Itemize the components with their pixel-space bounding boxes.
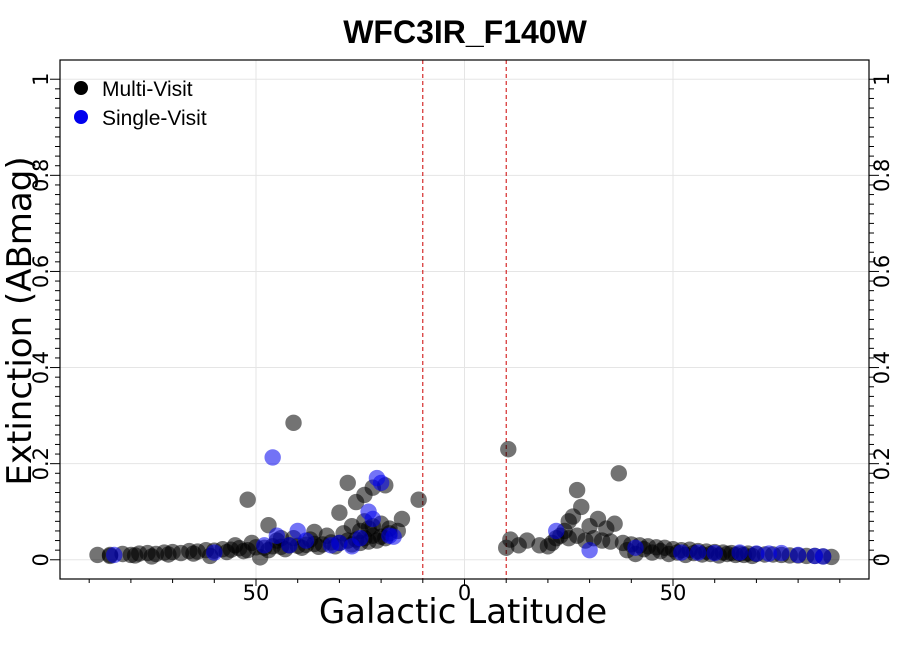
point-single-visit <box>268 527 286 544</box>
y-axis-label: Extinction (ABmag) <box>0 156 40 485</box>
point-multi-visit <box>331 504 348 521</box>
point-single-visit <box>814 548 832 565</box>
point-single-visit <box>760 545 778 562</box>
y-tick-label-right: 1 <box>870 73 894 86</box>
point-single-visit <box>352 529 369 547</box>
legend-label-multi-visit: Multi-Visit <box>102 78 193 101</box>
y-tick-label-left: 0.4 <box>29 351 53 384</box>
point-single-visit <box>297 532 315 549</box>
point-single-visit <box>331 534 348 552</box>
x-tick-label: 50 <box>243 581 270 605</box>
point-single-visit <box>627 539 644 556</box>
point-multi-visit <box>160 546 177 563</box>
point-multi-visit <box>719 545 736 563</box>
point-multi-visit <box>602 533 619 550</box>
point-multi-visit <box>518 532 536 549</box>
point-multi-visit <box>610 465 627 482</box>
y-tick-label-left: 0.2 <box>29 447 53 480</box>
point-multi-visit <box>89 546 106 564</box>
point-single-visit <box>385 528 402 545</box>
point-multi-visit <box>143 548 160 565</box>
point-single-visit <box>106 546 123 564</box>
point-single-visit <box>206 544 223 561</box>
point-single-visit <box>372 474 390 492</box>
point-multi-visit <box>185 545 202 562</box>
point-single-visit <box>689 544 707 561</box>
point-single-visit <box>773 544 790 562</box>
point-multi-visit <box>500 441 517 458</box>
chart-title: WFC3IR_F140W <box>343 14 587 50</box>
point-single-visit <box>789 546 807 564</box>
point-multi-visit <box>243 534 261 552</box>
point-single-visit <box>264 449 281 466</box>
point-single-visit <box>706 544 723 562</box>
point-multi-visit <box>239 491 256 508</box>
y-tick-label-right: 0.4 <box>870 351 894 384</box>
point-multi-visit <box>393 510 411 528</box>
y-tick-label-right: 0.8 <box>870 159 894 192</box>
point-multi-visit <box>606 515 623 532</box>
y-tick-label-right: 0.2 <box>870 447 894 480</box>
point-multi-visit <box>652 542 669 560</box>
point-multi-visit <box>568 481 586 499</box>
reference-lines <box>422 60 507 579</box>
x-axis-label: Galactic Latitude <box>319 592 607 632</box>
point-multi-visit <box>573 498 590 516</box>
data-points <box>89 414 840 566</box>
y-tick-label-left: 0.8 <box>29 159 53 192</box>
point-single-visit <box>581 541 598 559</box>
point-single-visit <box>548 522 565 540</box>
y-tick-label-right: 0 <box>870 553 894 566</box>
y-tick-label-left: 0 <box>29 553 53 566</box>
axis-ticks: 0 0 0.2 0.2 0.4 0.4 0.6 0.6 0.8 0.8 1 1 50 0 50 <box>29 73 894 605</box>
point-single-visit <box>673 544 690 561</box>
point-multi-visit <box>285 414 302 432</box>
y-tick-label-left: 1 <box>29 73 53 86</box>
legend-marker-multi-visit <box>74 81 88 95</box>
x-tick-label: 50 <box>660 581 687 605</box>
point-single-visit <box>731 544 748 561</box>
point-single-visit <box>364 510 381 528</box>
point-multi-visit <box>226 537 244 554</box>
point-single-visit <box>281 537 298 554</box>
y-tick-label-left: 0.6 <box>29 255 53 288</box>
point-single-visit <box>256 537 273 554</box>
legend-marker-single-visit <box>74 110 88 124</box>
x-tick-label: 0 <box>458 581 471 605</box>
y-tick-label-right: 0.6 <box>870 255 894 288</box>
legend-label-single-visit: Single-Visit <box>102 107 207 130</box>
point-multi-visit <box>126 547 144 564</box>
point-multi-visit <box>410 491 427 508</box>
point-multi-visit <box>339 474 356 492</box>
point-single-visit <box>748 545 765 562</box>
legend: Multi-Visit Single-Visit <box>74 78 207 130</box>
